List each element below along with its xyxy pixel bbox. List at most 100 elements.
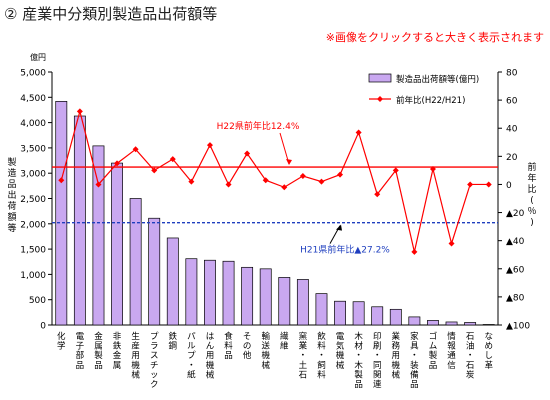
bar xyxy=(296,279,309,326)
yoy-point xyxy=(169,156,176,163)
category-label: 鉄鋼 xyxy=(169,331,178,352)
yoy-point xyxy=(58,177,65,184)
bar xyxy=(427,320,439,326)
left-tick-label: 4,000 xyxy=(20,119,46,129)
bar xyxy=(166,237,179,326)
left-axis-unit: 億円 xyxy=(30,52,46,62)
category-label: 金属製品 xyxy=(94,331,103,371)
category-label: 家具・装備品 xyxy=(410,331,419,390)
left-tick-label: 3,500 xyxy=(20,144,46,154)
left-tick-label: 500 xyxy=(29,296,46,306)
yoy-point xyxy=(95,181,102,188)
category-label: ゴム製品 xyxy=(429,331,438,371)
category-label: 飲料・飼料 xyxy=(317,331,326,380)
bar xyxy=(73,115,86,326)
category-label: 電気機械 xyxy=(336,332,345,371)
left-tick-label: 2,000 xyxy=(20,220,46,230)
right-tick-label: ▲100 xyxy=(506,322,530,332)
right-tick-label: 80 xyxy=(506,69,518,79)
left-tick-label: 5,000 xyxy=(20,69,46,79)
bar xyxy=(259,268,272,326)
legend-line-label: 前年比(H22/H21) xyxy=(396,95,465,106)
yoy-point xyxy=(132,146,139,153)
left-axis-title: 製造品出荷額等 xyxy=(7,156,16,234)
yoy-point xyxy=(76,108,83,115)
chart-heading: ② 産業中分類別製造品出荷額等 xyxy=(4,5,218,23)
bar xyxy=(445,321,458,326)
yoy-point xyxy=(244,150,251,157)
category-label: なめし革 xyxy=(484,332,493,371)
category-label: プラスチック xyxy=(150,332,159,390)
bar xyxy=(389,308,402,326)
category-label: 業務用機械 xyxy=(392,331,401,380)
right-tick-label: ▲80 xyxy=(506,293,525,303)
reference-pointer-h22 xyxy=(279,132,290,165)
left-tick-label: 0 xyxy=(40,322,46,332)
yoy-point xyxy=(281,184,288,191)
reference-label-h22: H22県前年比12.4% xyxy=(217,120,300,132)
left-tick-label: 1,500 xyxy=(20,246,46,256)
right-tick-label: 60 xyxy=(506,97,518,107)
yoy-point xyxy=(318,178,325,185)
legend-line-marker xyxy=(377,96,383,102)
category-label: 非鉄金属 xyxy=(113,331,122,371)
category-label: パルプ・紙 xyxy=(187,332,196,380)
legend-bar-label: 製造品出荷額等(億円) xyxy=(396,74,479,85)
bar xyxy=(352,301,365,326)
bar xyxy=(315,293,328,326)
bar xyxy=(129,198,142,326)
bar xyxy=(185,258,198,326)
category-label: 電子部品 xyxy=(76,332,85,371)
bar xyxy=(464,322,477,326)
bar xyxy=(55,100,68,326)
category-label: 輸送機械 xyxy=(261,331,270,371)
right-tick-label: ▲40 xyxy=(506,237,525,247)
category-label: 生産用機械 xyxy=(131,331,140,380)
legend-bar-swatch xyxy=(368,73,392,83)
bar xyxy=(278,277,291,326)
category-label: 繊維 xyxy=(280,331,289,352)
yoy-point xyxy=(355,129,362,136)
bar xyxy=(371,306,384,326)
reference-label-h21: H21県前年比▲27.2% xyxy=(300,244,390,256)
category-label: 化学 xyxy=(57,331,66,352)
bar xyxy=(241,266,254,326)
yoy-point xyxy=(299,173,306,180)
category-label: その他 xyxy=(243,332,252,361)
yoy-point xyxy=(411,248,418,255)
yoy-point xyxy=(337,171,344,178)
bar xyxy=(92,145,105,326)
bar xyxy=(111,162,123,326)
category-label: 食料品 xyxy=(224,331,233,361)
bar xyxy=(204,259,216,326)
right-tick-label: ▲20 xyxy=(506,209,525,219)
right-tick-label: 20 xyxy=(506,153,518,163)
yoy-point xyxy=(206,142,213,149)
right-tick-label: 40 xyxy=(506,125,518,135)
yoy-point xyxy=(114,160,121,167)
bar xyxy=(148,217,161,326)
yoy-line xyxy=(60,108,489,253)
category-label: 石油・石炭 xyxy=(466,332,475,380)
left-tick-label: 2,500 xyxy=(20,195,46,205)
yoy-point xyxy=(225,181,232,188)
reference-arrowhead-h22 xyxy=(286,159,292,166)
reference-arrowhead-h21 xyxy=(336,224,342,231)
yoy-point xyxy=(392,167,399,174)
category-label: はん用機械 xyxy=(206,332,215,380)
category-label: 窯業・土石 xyxy=(299,331,308,380)
right-tick-label: 0 xyxy=(506,181,512,191)
yoy-point xyxy=(188,178,195,185)
right-tick-label: ▲60 xyxy=(506,265,525,275)
yoy-point xyxy=(485,181,492,188)
yoy-point xyxy=(262,177,269,184)
enlarge-note-link[interactable]: ※画像をクリックすると大きく表示されます xyxy=(325,31,544,44)
bar xyxy=(222,260,235,326)
category-label: 情報通信 xyxy=(447,331,456,371)
left-tick-label: 3,000 xyxy=(20,170,46,180)
bar xyxy=(482,324,495,326)
yoy-point xyxy=(151,167,158,174)
category-label: 木材・木製品 xyxy=(354,331,363,390)
